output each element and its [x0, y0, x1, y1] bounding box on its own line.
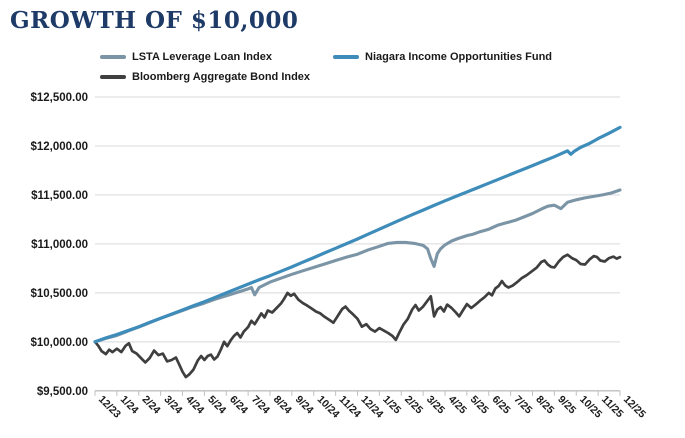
x-tick-label: 9/25: [555, 393, 578, 416]
legend-label-bloomberg: Bloomberg Aggregate Bond Index: [132, 71, 311, 83]
y-tick-label: $12,500.00: [30, 92, 88, 104]
x-tick-label: 5/24: [205, 393, 228, 416]
x-tick-label: 5/25: [468, 393, 491, 416]
legend-item-bloomberg: Bloomberg Aggregate Bond Index: [100, 69, 310, 85]
x-tick-label: 11/25: [599, 393, 626, 420]
x-tick-label: 12/23: [96, 393, 123, 420]
legend-line-swatch-niagara-icon: [333, 55, 359, 59]
y-tick-label: $11,500.00: [31, 190, 88, 202]
x-tick-label: 10/25: [577, 393, 604, 420]
x-tick-label: 8/24: [271, 393, 294, 416]
x-tick-label: 2/25: [402, 393, 425, 416]
legend-label-lsta: LSTA Leverage Loan Index: [132, 51, 272, 63]
legend-item-lsta: LSTA Leverage Loan Index: [100, 49, 272, 65]
series-line-bloomberg: [93, 253, 622, 379]
x-tick-label: 12/25: [621, 393, 648, 420]
y-tick-label: $11,000.00: [31, 239, 88, 251]
y-tick-label: $9,500.00: [37, 386, 88, 398]
series-line-niagara: [93, 125, 622, 344]
x-tick-label: 4/25: [446, 393, 469, 416]
legend-item-niagara: Niagara Income Opportunities Fund: [333, 49, 552, 65]
y-tick-label: $12,000.00: [30, 141, 88, 153]
x-tick-label: 9/24: [293, 393, 316, 416]
x-tick-label: 4/24: [183, 393, 206, 416]
x-tick-label: 6/24: [227, 393, 250, 416]
chart-title: GROWTH OF $10,000: [10, 7, 299, 34]
x-tick-label: 7/25: [512, 393, 535, 416]
x-tick-label: 11/24: [337, 393, 364, 420]
x-tick-label: 3/25: [424, 393, 447, 416]
chart-legend: LSTA Leverage Loan Index Niagara Income …: [0, 47, 685, 91]
legend-line-swatch-lsta-icon: [100, 55, 126, 59]
y-tick-label: $10,500.00: [30, 288, 88, 300]
x-tick-label: 7/24: [249, 393, 272, 416]
legend-line-swatch-bloomberg-icon: [100, 75, 126, 79]
x-tick-label: 8/25: [533, 393, 556, 416]
x-tick-label: 3/24: [162, 393, 185, 416]
x-tick-label: 6/25: [490, 393, 513, 416]
y-tick-label: $10,000.00: [30, 337, 88, 349]
x-tick-label: 12/24: [358, 393, 385, 420]
legend-label-niagara: Niagara Income Opportunities Fund: [365, 51, 553, 63]
x-tick-label: 10/24: [315, 393, 342, 420]
x-tick-label: 2/24: [140, 393, 163, 416]
